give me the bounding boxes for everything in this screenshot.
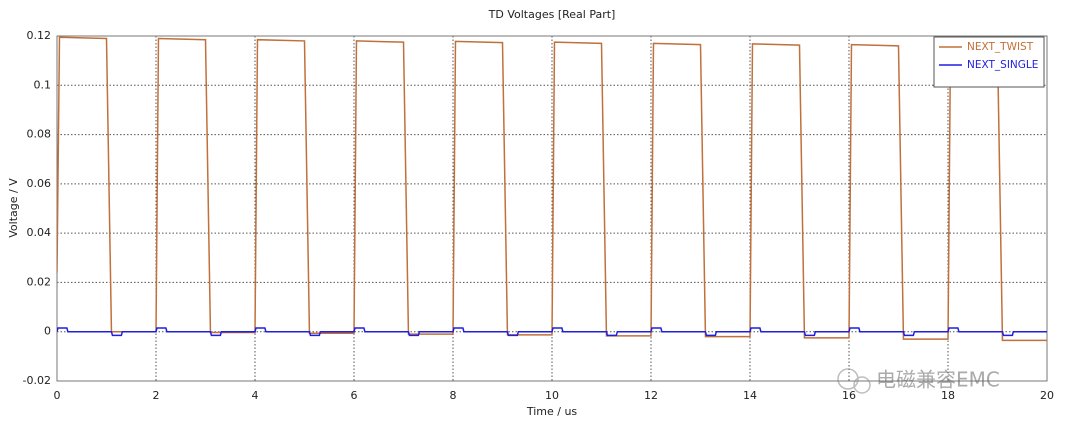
x-tick-label: 0 [54, 389, 61, 402]
x-tick-label: 16 [842, 389, 856, 402]
watermark-text: 电磁兼容EMC [876, 368, 1000, 392]
y-tick-label: 0.12 [27, 29, 52, 42]
series-line [57, 36, 1047, 342]
legend-label: NEXT_TWIST [967, 41, 1034, 53]
watermark-icon [837, 368, 859, 390]
y-tick-label: 0.08 [27, 128, 52, 141]
x-tick-label: 2 [153, 389, 160, 402]
x-tick-label: 12 [644, 389, 658, 402]
y-tick-label: -0.02 [23, 374, 51, 387]
legend-box [933, 36, 1045, 88]
series-line [57, 327, 1047, 337]
x-tick-label: 8 [450, 389, 457, 402]
x-tick-label: 14 [743, 389, 757, 402]
y-tick-label: 0.04 [27, 226, 52, 239]
legend-label: NEXT_SINGLE [967, 59, 1038, 71]
y-tick-label: 0.06 [27, 177, 52, 190]
watermark: 电磁兼容EMC [837, 368, 1000, 394]
x-tick-label: 18 [941, 389, 955, 402]
y-tick-label: 0.02 [27, 275, 52, 288]
x-tick-label: 10 [545, 389, 559, 402]
watermark-icon [853, 376, 871, 394]
x-tick-label: 4 [252, 389, 259, 402]
y-tick-label: 0 [44, 325, 51, 338]
x-tick-label: 6 [351, 389, 358, 402]
x-tick-label: 20 [1040, 389, 1054, 402]
x-axis-label: Time / us [526, 405, 578, 418]
y-axis-label: Voltage / V [7, 178, 20, 238]
chart-title: TD Voltages [Real Part] [488, 8, 616, 21]
y-tick-label: 0.1 [34, 78, 52, 91]
